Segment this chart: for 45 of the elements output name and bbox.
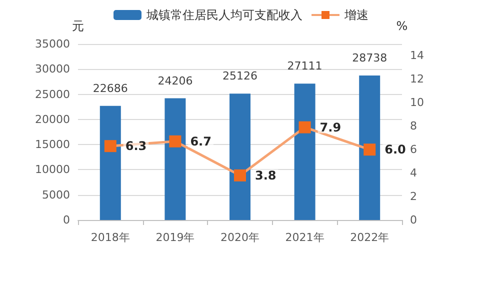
x-tick-label: 2018年 bbox=[90, 231, 130, 244]
point bbox=[298, 121, 311, 134]
data-label: 27111 bbox=[287, 60, 322, 73]
x-tick-label: 2021年 bbox=[285, 231, 324, 244]
bar bbox=[230, 94, 250, 220]
y-tick-label: 20000 bbox=[35, 112, 70, 126]
y-tick-label: 25000 bbox=[35, 88, 70, 101]
point bbox=[169, 135, 182, 148]
y2-tick-label: 8 bbox=[410, 120, 417, 133]
bar bbox=[100, 106, 121, 220]
y2-tick-label: 4 bbox=[410, 166, 417, 180]
y-tick-label: 35000 bbox=[35, 38, 70, 50]
data-label: 6.7 bbox=[190, 134, 212, 148]
data-label: 3.8 bbox=[255, 168, 276, 182]
data-label: 6.0 bbox=[384, 142, 406, 157]
y-tick-label: 10000 bbox=[35, 163, 70, 176]
data-label: 24206 bbox=[158, 74, 193, 88]
y-axis-title: 元 bbox=[72, 19, 84, 33]
y2-tick-label: 2 bbox=[410, 190, 417, 204]
y-tick-label: 30000 bbox=[35, 62, 70, 76]
bar bbox=[294, 84, 316, 220]
y2-tick-label: 12 bbox=[410, 72, 424, 86]
x-tick-label: 2019年 bbox=[156, 231, 195, 244]
y2-tick-label: 0 bbox=[410, 214, 417, 226]
bar bbox=[164, 98, 186, 220]
data-label: 6.3 bbox=[125, 139, 147, 154]
data-label: 28738 bbox=[352, 51, 388, 64]
bar bbox=[359, 75, 380, 220]
legend-label: 增速 bbox=[344, 8, 368, 22]
y2-tick-label: 14 bbox=[410, 49, 424, 62]
y2-tick-label: 6 bbox=[410, 143, 417, 156]
y2-axis-title: % bbox=[396, 19, 408, 33]
y-tick-label: 0 bbox=[63, 214, 70, 226]
data-label: 22686 bbox=[92, 82, 128, 95]
point bbox=[364, 144, 376, 156]
y-tick-label: 15000 bbox=[35, 138, 70, 152]
y2-tick-label: 10 bbox=[410, 96, 424, 110]
legend-label: 城镇常住居民人均可支配收入 bbox=[146, 8, 302, 22]
x-tick-label: 2022年 bbox=[350, 231, 390, 244]
data-label: 7.9 bbox=[320, 120, 342, 134]
data-label: 25126 bbox=[222, 70, 258, 83]
y-tick-label: 5000 bbox=[42, 188, 70, 202]
x-tick-label: 2020年 bbox=[220, 231, 260, 244]
point bbox=[234, 169, 246, 182]
point bbox=[104, 140, 116, 152]
